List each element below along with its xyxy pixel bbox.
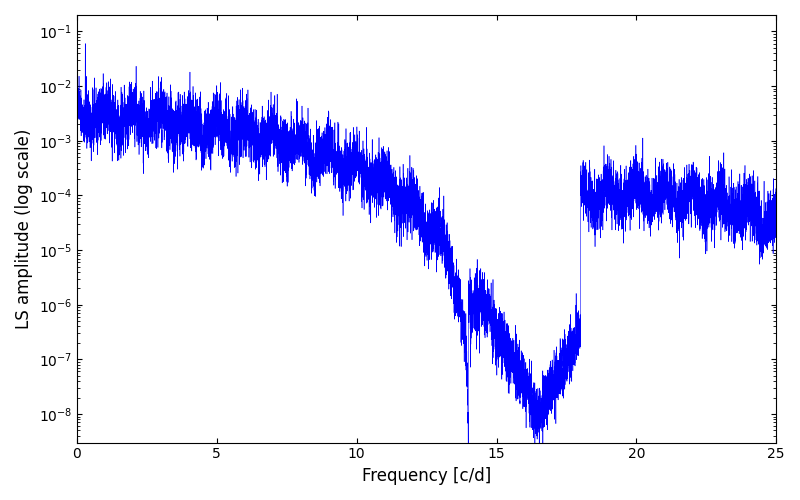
Y-axis label: LS amplitude (log scale): LS amplitude (log scale) bbox=[15, 128, 33, 329]
X-axis label: Frequency [c/d]: Frequency [c/d] bbox=[362, 467, 491, 485]
